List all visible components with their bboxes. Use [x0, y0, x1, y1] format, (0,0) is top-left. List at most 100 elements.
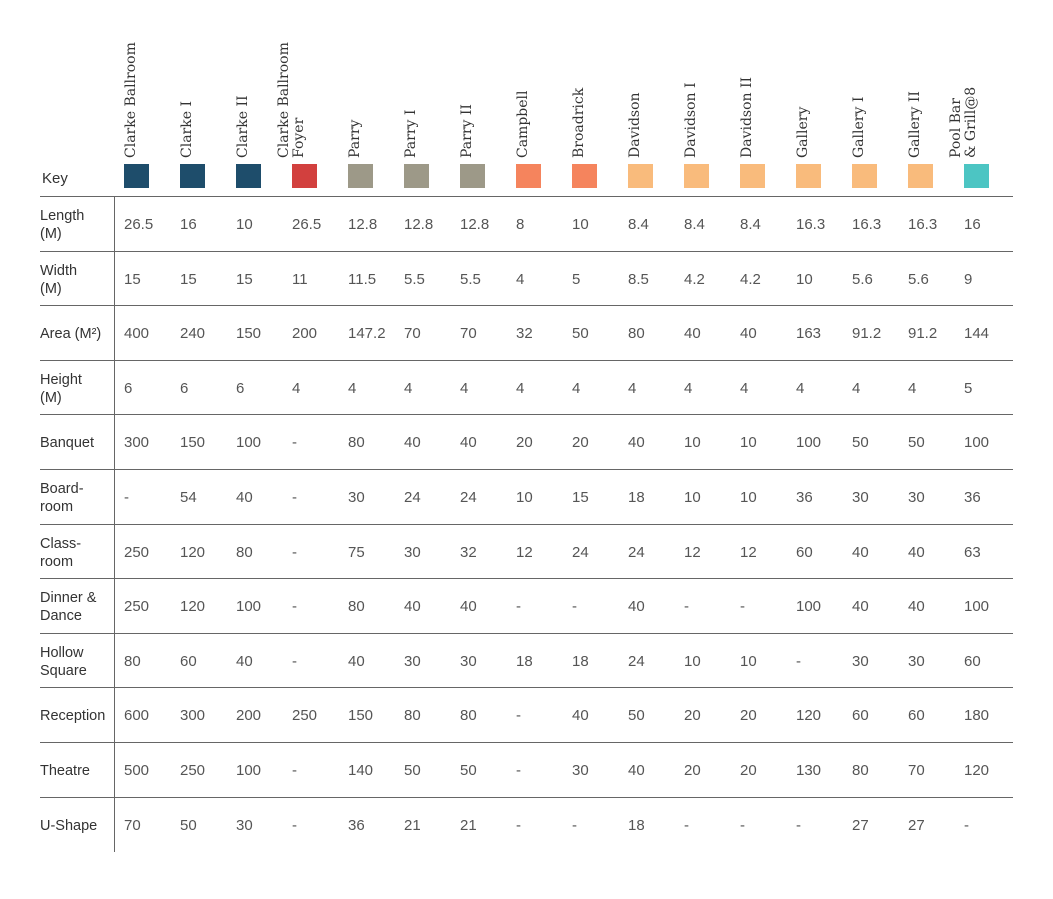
table-cell: 70: [460, 325, 477, 343]
table-cell: -: [572, 598, 577, 616]
table-cell: 36: [964, 489, 981, 506]
column-header-label: Davidson I: [683, 82, 699, 158]
table-cell: 20: [572, 434, 589, 452]
row-divider: [40, 414, 1013, 416]
column-header-label: Gallery I: [851, 96, 867, 158]
table-cell: 10: [796, 270, 813, 288]
table-cell: 20: [740, 707, 757, 725]
row-divider: [40, 632, 1013, 634]
table-cell: 200: [236, 707, 262, 725]
table-cell: 32: [460, 543, 477, 561]
table-cell: 400: [124, 325, 150, 343]
table-cell: 50: [852, 434, 869, 452]
table-cell: 80: [852, 762, 869, 779]
table-cell: 8: [516, 216, 525, 233]
table-cell: 40: [628, 434, 645, 452]
table-cell: 10: [684, 434, 701, 452]
table-cell: 120: [180, 543, 206, 561]
table-cell: 70: [908, 762, 925, 779]
column-header-label: Davidson II: [739, 76, 755, 158]
key-swatch: [740, 164, 765, 188]
table-cell: 500: [124, 762, 150, 779]
table-cell: 16: [964, 216, 981, 233]
table-cell: -: [124, 489, 129, 506]
row-divider: [40, 578, 1013, 580]
row-divider: [40, 359, 1013, 361]
key-swatch: [460, 164, 485, 188]
table-cell: 30: [460, 652, 477, 670]
table-cell: 30: [404, 652, 421, 670]
table-cell: 40: [236, 489, 253, 506]
table-cell: 5.6: [908, 270, 929, 288]
table-cell: 12.8: [404, 216, 434, 233]
table-cell: 4: [516, 379, 525, 397]
column-header-label: Gallery: [795, 106, 811, 158]
column-header: Pool Bar & Grill@8: [948, 40, 983, 158]
table-cell: 24: [572, 543, 589, 561]
table-cell: 30: [404, 543, 421, 561]
table-cell: -: [740, 598, 745, 616]
table-cell: 36: [348, 816, 365, 834]
table-cell: 24: [628, 543, 645, 561]
table-cell: 4: [516, 270, 525, 288]
table-cell: 100: [796, 598, 822, 616]
table-cell: 27: [852, 816, 869, 834]
table-cell: -: [516, 598, 521, 616]
table-cell: 147.2: [348, 325, 386, 343]
column-header-label: Clarke II: [235, 95, 251, 158]
table-cell: 60: [908, 707, 925, 725]
table-cell: 20: [740, 762, 757, 779]
table-cell: 250: [124, 598, 150, 616]
table-cell: -: [796, 816, 801, 834]
table-cell: 40: [628, 762, 645, 779]
row-divider: [40, 196, 1013, 197]
table-cell: 180: [964, 707, 990, 725]
table-cell: 6: [236, 379, 245, 397]
column-header-label: Parry II: [459, 104, 475, 158]
table-cell: -: [740, 816, 745, 834]
table-cell: 40: [908, 598, 925, 616]
table-cell: 63: [964, 543, 981, 561]
table-cell: 4: [460, 379, 469, 397]
table-cell: 5: [964, 379, 973, 397]
table-cell: 80: [348, 598, 365, 616]
table-cell: -: [684, 598, 689, 616]
column-header: Davidson I: [683, 40, 703, 158]
table-cell: 10: [572, 216, 589, 233]
table-cell: 6: [124, 379, 133, 397]
table-cell: 140: [348, 762, 374, 779]
table-cell: 60: [796, 543, 813, 561]
table-cell: -: [796, 652, 801, 670]
row-label: U-Shape: [40, 817, 98, 834]
table-cell: 40: [460, 598, 477, 616]
table-cell: 30: [852, 489, 869, 506]
table-cell: 9: [964, 270, 973, 288]
table-cell: 21: [404, 816, 421, 834]
table-cell: 15: [572, 489, 589, 506]
table-cell: 4: [348, 379, 357, 397]
table-cell: 5.5: [404, 270, 425, 288]
table-cell: 8.4: [684, 216, 705, 233]
table-cell: 91.2: [908, 325, 938, 343]
table-cell: -: [684, 816, 689, 834]
row-divider: [40, 250, 1013, 252]
column-header-label: Pool Bar & Grill@8: [948, 86, 979, 158]
table-cell: 20: [684, 762, 701, 779]
table-cell: 40: [404, 598, 421, 616]
table-cell: 15: [236, 270, 253, 288]
table-cell: 100: [236, 598, 262, 616]
row-label: Area (M²): [40, 326, 102, 343]
table-cell: 163: [796, 325, 822, 343]
table-cell: 24: [404, 489, 421, 506]
key-swatch: [796, 164, 821, 188]
table-cell: 80: [124, 652, 141, 670]
table-cell: -: [516, 816, 521, 834]
table-cell: 16.3: [796, 216, 826, 233]
table-cell: 8.5: [628, 270, 649, 288]
table-cell: 30: [908, 489, 925, 506]
table-cell: 20: [684, 707, 701, 725]
key-swatch: [964, 164, 989, 188]
table-cell: 26.5: [124, 216, 154, 233]
column-header: Davidson II: [739, 40, 759, 158]
table-cell: 40: [908, 543, 925, 561]
